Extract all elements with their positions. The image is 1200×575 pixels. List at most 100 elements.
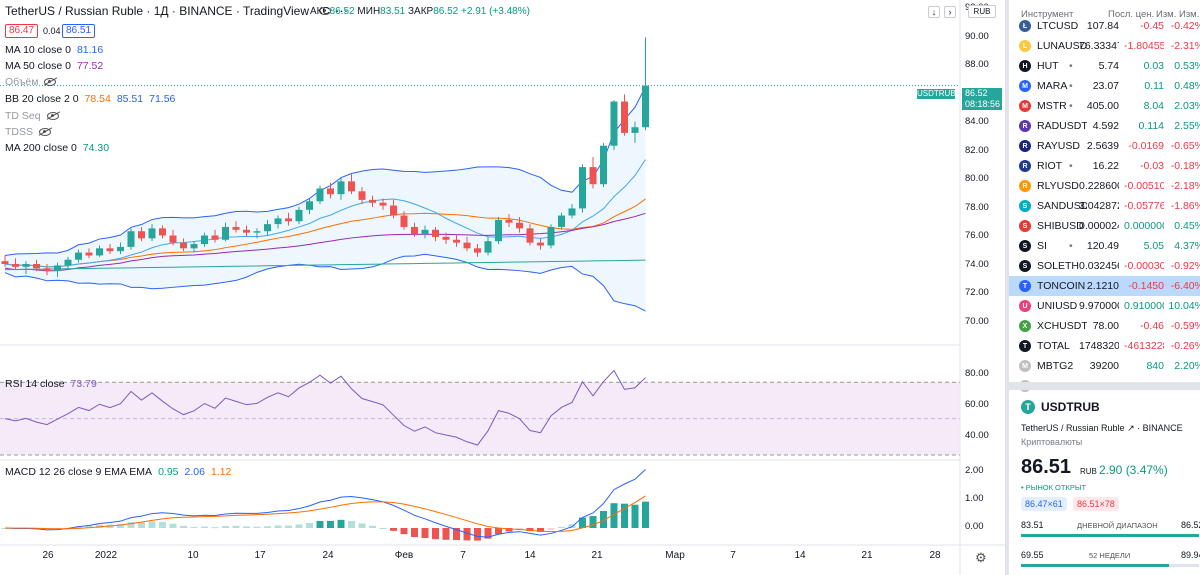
watchlist-row-xchusdt[interactable]: X XCHUSDT 78.00 -0.46 -0.59%	[1009, 316, 1200, 336]
symbol-logo-icon: S	[1019, 240, 1031, 252]
candle-body	[505, 219, 513, 223]
rsi-axis-label: 80.00	[965, 368, 989, 379]
time-axis-label: 24	[322, 550, 334, 561]
last-price: 2.5639	[1086, 140, 1119, 152]
last-price: 0.032456	[1079, 260, 1119, 272]
watchlist-row-radusdt[interactable]: R RADUSDT 4.592 0.114 2.55%	[1009, 116, 1200, 136]
eye-icon[interactable]	[319, 6, 332, 15]
time-axis-label: 7	[730, 550, 736, 561]
settings-icon[interactable]: ⚙	[975, 550, 987, 565]
change-pct: 2.20%	[1174, 360, 1200, 372]
details-symbol[interactable]: T USDTRUB	[1021, 400, 1100, 414]
change-pct: 4.37%	[1174, 240, 1200, 252]
macd-value-2: 2.06	[184, 466, 205, 478]
col-instrument[interactable]: Инструмент	[1021, 9, 1074, 20]
change-pct: -1.86%	[1170, 200, 1200, 212]
watchlist-row-riot[interactable]: R RIOT 16.22 -0.03 -0.18% •	[1009, 156, 1200, 176]
watchlist-row-mstr[interactable]: M MSTR 405.00 8.04 2.03% •	[1009, 96, 1200, 116]
macd-histogram-bar	[442, 528, 450, 540]
macd-signal-line	[4, 495, 646, 533]
indicator-4[interactable]: TD Seq	[5, 108, 59, 124]
last-price: 2.1210	[1086, 280, 1119, 292]
price-axis-label: 90.00	[965, 30, 989, 42]
symbol: MSTR	[1037, 100, 1067, 112]
col-last[interactable]: Посл. цен.	[1108, 9, 1155, 20]
week-range-bar	[1021, 564, 1199, 567]
candle-body	[442, 236, 450, 240]
sell-price-button[interactable]: 86.47	[5, 24, 39, 38]
watchlist-row-total[interactable]: T TOTAL 1748320983 -4613228 -0.26%	[1009, 336, 1200, 356]
price-axis-label: 74.00	[965, 258, 989, 270]
ma200-line	[4, 259, 646, 271]
col-change[interactable]: Изм.	[1156, 9, 1177, 20]
macd-label[interactable]: MACD 12 26 close 9 EMA EMA 0.95 2.06 1.1…	[5, 466, 232, 478]
candle-body	[390, 205, 397, 216]
candle-body	[127, 231, 135, 247]
change-pct: 0.53%	[1174, 60, 1200, 72]
buy-price-button[interactable]: 86.51	[62, 24, 96, 38]
macd-histogram-bar	[547, 528, 555, 530]
chart-svg[interactable]	[0, 0, 1005, 575]
watchlist-row-rayusd[interactable]: R RAYUSD 2.5639 -0.0169 -0.65%	[1009, 136, 1200, 156]
watchlist-row-si[interactable]: S SI 120.49 5.05 4.37% •	[1009, 236, 1200, 256]
hidden-eye-icon[interactable]	[39, 128, 52, 136]
price-axis-label: 84.00	[965, 116, 989, 127]
change-pct: -0.18%	[1170, 160, 1200, 172]
indicator-0[interactable]: MA 10 close 0 81.16	[5, 42, 103, 58]
candle-body	[22, 264, 30, 267]
macd-histogram-bar	[222, 526, 229, 528]
indicator-5[interactable]: TDSS	[5, 124, 52, 140]
more-icon[interactable]: ···	[335, 3, 349, 18]
change: -0.000303	[1124, 260, 1164, 272]
candle-body	[264, 224, 271, 232]
macd-histogram-bar	[610, 503, 618, 528]
bid-chip[interactable]: 86.47×61	[1021, 497, 1067, 511]
chart-area[interactable]: TetherUS / Russian Ruble · 1Д · BINANCE …	[0, 0, 1005, 575]
candle-body	[33, 264, 40, 269]
ask-chip[interactable]: 86.51×78	[1073, 497, 1119, 511]
indicator-6[interactable]: MA 200 close 0 74.30	[5, 140, 109, 156]
candle-body	[369, 199, 376, 203]
last-price: 16.22	[1092, 160, 1119, 172]
watchlist-row-hut[interactable]: H HUT 5.74 0.03 0.53% •	[1009, 56, 1200, 76]
indicator-1[interactable]: MA 50 close 0 77.52	[5, 58, 103, 74]
panel-divider[interactable]	[1009, 382, 1200, 390]
ohlc-low-label: МИН	[357, 6, 381, 17]
day-range-bar	[1021, 534, 1199, 537]
candle-body	[1, 261, 9, 264]
watchlist-row-ltcusd[interactable]: Ł LTCUSD 107.84 -0.45 -0.42%	[1009, 16, 1200, 36]
candle-body	[274, 218, 282, 225]
price-axis-label: 76.00	[965, 230, 989, 241]
symbol-logo-icon: M	[1019, 360, 1031, 372]
change-pct: -6.40%	[1170, 280, 1200, 292]
hidden-eye-icon[interactable]	[44, 78, 57, 86]
symbol-logo-icon: S	[1019, 260, 1031, 272]
last-price: 0.0000245	[1079, 220, 1119, 232]
change: -0.03	[1140, 160, 1164, 172]
symbol: RADUSDT	[1037, 120, 1087, 132]
symbol-title[interactable]: TetherUS / Russian Ruble · 1Д · BINANCE …	[5, 3, 310, 18]
macd-histogram-bar	[421, 528, 429, 538]
watchlist-row-mara[interactable]: M MARA 23.07 0.11 0.48% •	[1009, 76, 1200, 96]
col-change-pct[interactable]: Изм. %	[1179, 9, 1200, 20]
currency-button[interactable]: RUB	[968, 5, 996, 18]
price-axis-label: 78.00	[965, 201, 989, 213]
scroll-down-icon[interactable]: ↓	[928, 6, 940, 18]
change: 0.11	[1144, 80, 1164, 92]
goto-icon[interactable]: ›	[944, 6, 956, 18]
rsi-label[interactable]: RSI 14 close 73.79	[5, 378, 97, 390]
macd-histogram-bar	[180, 525, 187, 528]
change: -0.46	[1140, 320, 1164, 332]
indicator-3[interactable]: BB 20 close 2 0 78.54 85.51 71.56	[5, 91, 175, 107]
hidden-eye-icon[interactable]	[46, 112, 59, 120]
price-axis-label: 70.00	[965, 315, 989, 327]
watchlist-row-mbtg2[interactable]: M MBTG2 39200 840 2.20%	[1009, 356, 1200, 376]
indicator-2[interactable]: Объём	[5, 74, 57, 90]
